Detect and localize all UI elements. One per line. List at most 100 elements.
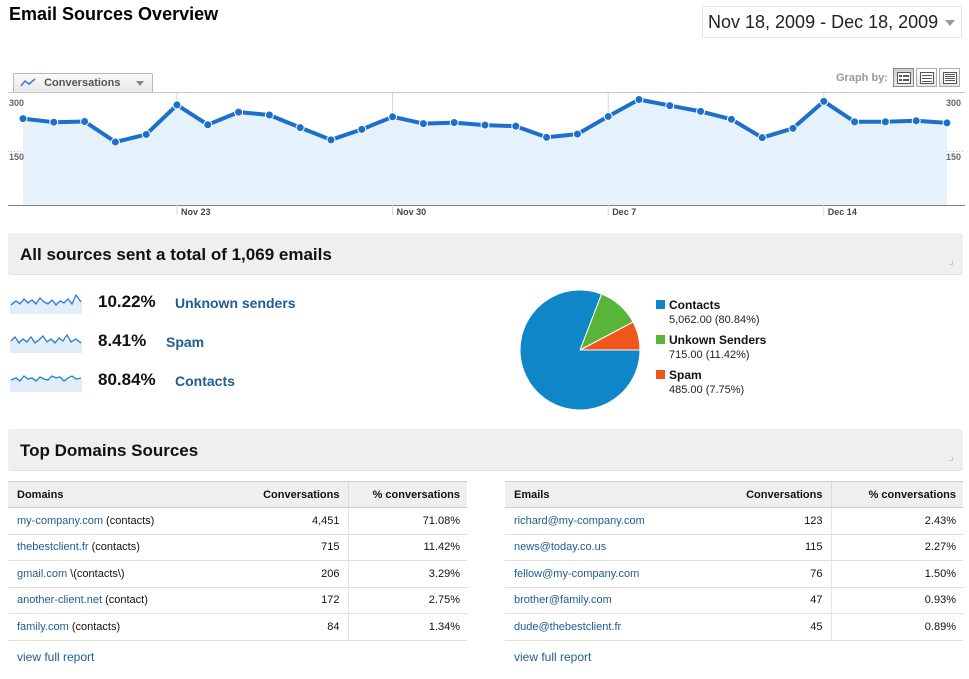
column-header[interactable]: Emails (505, 481, 727, 508)
chart-data-point[interactable] (203, 120, 213, 130)
domain-link[interactable]: thebestclient.fr (17, 541, 89, 554)
chart-data-point[interactable] (480, 120, 490, 130)
pct-cell: 71.08% (347, 507, 467, 535)
sparkline-icon (10, 293, 82, 314)
sources-pie-chart (519, 289, 641, 411)
chart-data-point[interactable] (850, 117, 860, 127)
chart-data-point[interactable] (234, 107, 244, 117)
source-link-spam[interactable]: Spam (166, 334, 205, 350)
domain-tag: (contacts) (71, 620, 121, 633)
view-full-report-link[interactable]: view full report (514, 650, 592, 664)
chart-data-point[interactable] (295, 123, 305, 133)
domain-link[interactable]: another-client.net (17, 594, 102, 607)
line-chart-icon (20, 78, 36, 87)
email-cell: dude@thebestclient.fr (505, 613, 727, 641)
email-cell: news@today.co.us (505, 534, 727, 561)
table-row: my-company.com (contacts) 4,451 71.08% (8, 507, 467, 535)
chart-data-point[interactable] (326, 135, 336, 145)
table-row: news@today.co.us 115 2.27% (505, 534, 963, 561)
chart-data-point[interactable] (880, 117, 890, 127)
chart-data-point[interactable] (819, 96, 829, 106)
column-header[interactable]: % conversations (830, 481, 963, 508)
column-header[interactable]: Conversations (727, 481, 831, 508)
graph-by-month-button[interactable] (939, 68, 960, 87)
table-row: fellow@my-company.com 76 1.50% (505, 560, 963, 588)
graph-by-week-button[interactable] (916, 68, 937, 87)
graph-by-day-button[interactable] (893, 68, 914, 87)
chart-data-point[interactable] (511, 121, 521, 131)
conversations-cell: 123 (727, 507, 831, 535)
email-link[interactable]: richard@my-company.com (514, 514, 645, 527)
conversations-cell: 206 (228, 560, 348, 588)
conversations-cell: 76 (727, 560, 831, 588)
legend-swatch (656, 335, 665, 344)
table-row: family.com (contacts) 84 1.34% (8, 613, 467, 641)
table-row: another-client.net (contact) 172 2.75% (8, 587, 467, 614)
pct-cell: 2.27% (830, 534, 963, 561)
chart-data-point[interactable] (388, 112, 398, 122)
conversations-cell: 715 (228, 534, 348, 561)
chart-data-point[interactable] (757, 133, 767, 143)
chart-data-point[interactable] (665, 101, 675, 111)
source-pct: 80.84% (98, 370, 156, 389)
table-row: thebestclient.fr (contacts) 715 11.42% (8, 534, 467, 561)
domain-link[interactable]: gmail.com (17, 567, 68, 580)
graph-by-day-icon (897, 72, 911, 84)
legend-swatch (656, 300, 665, 309)
graph-by-week-icon (920, 72, 934, 84)
graph-by-label: Graph by: (836, 72, 888, 84)
chevron-down-icon[interactable] (945, 20, 955, 26)
chart-data-point[interactable] (49, 117, 59, 127)
domain-link[interactable]: family.com (17, 620, 69, 633)
page-title: Email Sources Overview (9, 4, 219, 24)
chart-data-point[interactable] (634, 95, 644, 105)
column-header[interactable]: Conversations (228, 481, 348, 508)
emails-table: Emails Conversations % conversations ric… (505, 481, 963, 641)
chart-data-point[interactable] (357, 124, 367, 134)
domain-tag: (contacts) (91, 541, 140, 554)
table-row: brother@family.com 47 0.93% (505, 587, 963, 614)
pct-cell: 2.75% (347, 587, 467, 614)
chart-data-point[interactable] (141, 129, 151, 139)
date-range-picker[interactable]: Nov 18, 2009 - Dec 18, 2009 (702, 6, 962, 38)
chart-data-point[interactable] (264, 110, 274, 120)
metric-selector[interactable]: Conversations (13, 73, 153, 93)
email-cell: brother@family.com (505, 587, 727, 614)
chart-data-point[interactable] (788, 123, 798, 133)
email-link[interactable]: brother@family.com (514, 594, 612, 607)
x-axis-label: Nov 30 (397, 207, 427, 217)
email-link[interactable]: news@today.co.us (514, 541, 607, 554)
chart-data-point[interactable] (418, 119, 428, 129)
chart-data-point[interactable] (726, 114, 736, 124)
domains-header: Top Domains Sources (8, 429, 963, 471)
chart-data-point[interactable] (942, 118, 952, 128)
x-axis-label: Dec 14 (828, 207, 857, 217)
chart-data-point[interactable] (18, 114, 28, 124)
x-axis-label: Dec 7 (612, 207, 636, 217)
column-header[interactable]: Domains (8, 481, 228, 508)
view-full-report-link[interactable]: view full report (17, 650, 95, 664)
chart-data-point[interactable] (172, 100, 182, 110)
chart-data-point[interactable] (572, 129, 582, 139)
table-header-row: Domains Conversations % conversations (8, 481, 467, 508)
resize-corner-icon (949, 261, 953, 265)
pie-slice-contacts[interactable] (519, 289, 641, 411)
email-link[interactable]: fellow@my-company.com (514, 567, 640, 580)
metric-label: Conversations (44, 77, 121, 89)
chart-data-point[interactable] (603, 111, 613, 121)
source-link-unknown-senders[interactable]: Unknown senders (175, 295, 296, 311)
pct-cell: 1.34% (347, 613, 467, 641)
chart-data-point[interactable] (542, 132, 552, 142)
source-link-contacts[interactable]: Contacts (175, 373, 235, 389)
email-link[interactable]: dude@thebestclient.fr (514, 620, 622, 633)
chevron-down-icon[interactable] (136, 81, 144, 86)
chart-data-point[interactable] (110, 137, 120, 147)
domain-link[interactable]: my-company.com (17, 514, 103, 527)
y-axis-label-300: 300 (9, 98, 24, 108)
chart-data-point[interactable] (911, 116, 921, 126)
chart-data-point[interactable] (80, 116, 90, 126)
resize-corner-icon (949, 457, 953, 461)
chart-data-point[interactable] (696, 106, 706, 116)
column-header[interactable]: % conversations (347, 481, 467, 508)
chart-data-point[interactable] (449, 118, 459, 128)
